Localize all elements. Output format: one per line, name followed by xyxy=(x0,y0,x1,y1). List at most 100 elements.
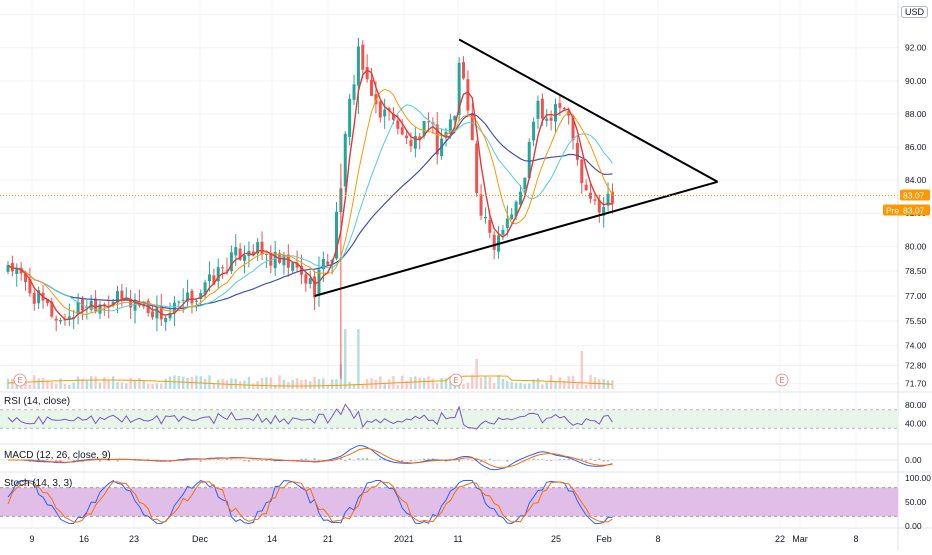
price-tick-label: 72.80 xyxy=(905,361,927,371)
volume-bar xyxy=(7,379,9,389)
macd-histogram-bar xyxy=(484,460,486,461)
currency-label[interactable]: USD xyxy=(901,6,928,18)
volume-bar xyxy=(230,379,232,389)
volume-bar xyxy=(147,384,149,389)
candle-body xyxy=(462,62,465,78)
volume-bar xyxy=(208,375,210,389)
macd-histogram-bar xyxy=(419,459,421,460)
price-tick-label: 86.00 xyxy=(905,142,927,152)
volume-bar xyxy=(77,377,79,389)
volume-bar xyxy=(160,384,162,389)
volume-bar xyxy=(116,382,118,389)
volume-bar xyxy=(541,384,543,389)
volume-bar xyxy=(46,381,48,389)
volume-bar xyxy=(248,377,250,389)
time-axis-label: 23 xyxy=(129,534,139,544)
macd-histogram-bar xyxy=(357,458,359,460)
volume-bar xyxy=(68,385,70,389)
candle-body xyxy=(234,247,237,255)
earnings-label: E xyxy=(17,376,22,385)
volume-bar xyxy=(414,376,416,389)
macd-histogram-bar xyxy=(366,458,368,460)
price-tick-label: 80.00 xyxy=(905,241,927,251)
price-tick-label: 84.00 xyxy=(905,175,927,185)
volume-bar xyxy=(322,378,324,389)
candle-body xyxy=(401,127,404,134)
volume-bar xyxy=(388,379,390,389)
candle-body xyxy=(545,118,548,120)
candle-body xyxy=(541,99,544,119)
macd-histogram-bar xyxy=(261,460,263,461)
candle-body xyxy=(177,302,180,303)
macd-histogram-bar xyxy=(423,459,425,460)
volume-bar xyxy=(344,329,346,389)
volume-bar xyxy=(59,378,61,389)
candle-body xyxy=(221,267,224,268)
rsi-tick: 80.00 xyxy=(905,400,927,410)
candle-body xyxy=(344,134,347,186)
volume-bar xyxy=(410,377,412,389)
candle-body xyxy=(261,242,264,254)
macd-histogram-bar xyxy=(244,460,246,461)
volume-bar xyxy=(309,381,311,389)
candle-body xyxy=(361,45,364,70)
macd-histogram-bar xyxy=(117,460,119,461)
volume-bar xyxy=(313,377,315,389)
rsi-title: RSI (14, close) xyxy=(4,396,70,407)
candle-body xyxy=(379,102,382,118)
volume-bar xyxy=(186,378,188,389)
time-axis-label: 14 xyxy=(267,534,277,544)
candle-body xyxy=(501,230,504,235)
volume-bar xyxy=(143,381,145,389)
volume-bar xyxy=(73,383,75,389)
macd-histogram-bar xyxy=(533,459,535,460)
earnings-label: E xyxy=(779,376,784,385)
volume-bar xyxy=(11,379,13,389)
price-tick-label: 90.00 xyxy=(905,76,927,86)
macd-histogram-bar xyxy=(362,458,364,460)
macd-histogram-bar xyxy=(471,460,473,461)
candle-body xyxy=(120,291,123,300)
volume-bar xyxy=(506,381,508,389)
volume-bar xyxy=(467,383,469,389)
candle-body xyxy=(405,136,408,139)
volume-bar xyxy=(121,382,123,389)
candle-body xyxy=(532,122,535,140)
volume-bar xyxy=(537,378,539,389)
volume-bar xyxy=(585,385,587,389)
macd-histogram-bar xyxy=(498,460,500,461)
candle-body xyxy=(396,120,399,128)
candle-body xyxy=(230,252,233,271)
macd-histogram-bar xyxy=(598,458,600,460)
volume-bar xyxy=(559,377,561,389)
price-tick-label: 71.70 xyxy=(905,379,927,389)
candle-body xyxy=(164,318,167,322)
price-tick-label: 92.00 xyxy=(905,43,927,53)
macd-histogram-bar xyxy=(559,459,561,460)
volume-bar xyxy=(379,376,381,389)
volume-bar xyxy=(29,385,31,389)
volume-bar xyxy=(204,379,206,389)
volume-bar xyxy=(169,376,171,389)
candle-body xyxy=(475,143,478,193)
pre-label: Pre xyxy=(886,206,900,216)
trendline xyxy=(315,182,718,296)
volume-bar xyxy=(64,384,66,389)
time-axis-label: 22 xyxy=(775,534,785,544)
volume-bar xyxy=(90,376,92,389)
candle-body xyxy=(554,104,557,121)
price-tick-label: 74.00 xyxy=(905,341,927,351)
stoch-tick: 50.00 xyxy=(905,497,927,507)
candle-body xyxy=(466,79,469,110)
macd-histogram-bar xyxy=(265,460,267,461)
volume-bar xyxy=(99,383,101,389)
macd-histogram-bar xyxy=(489,459,491,460)
volume-bar xyxy=(278,375,280,389)
volume-bar xyxy=(37,378,39,389)
candle-body xyxy=(304,274,307,283)
macd-histogram-bar xyxy=(248,460,250,462)
volume-bar xyxy=(331,379,333,389)
candle-body xyxy=(182,300,185,301)
candle-body xyxy=(523,178,526,190)
